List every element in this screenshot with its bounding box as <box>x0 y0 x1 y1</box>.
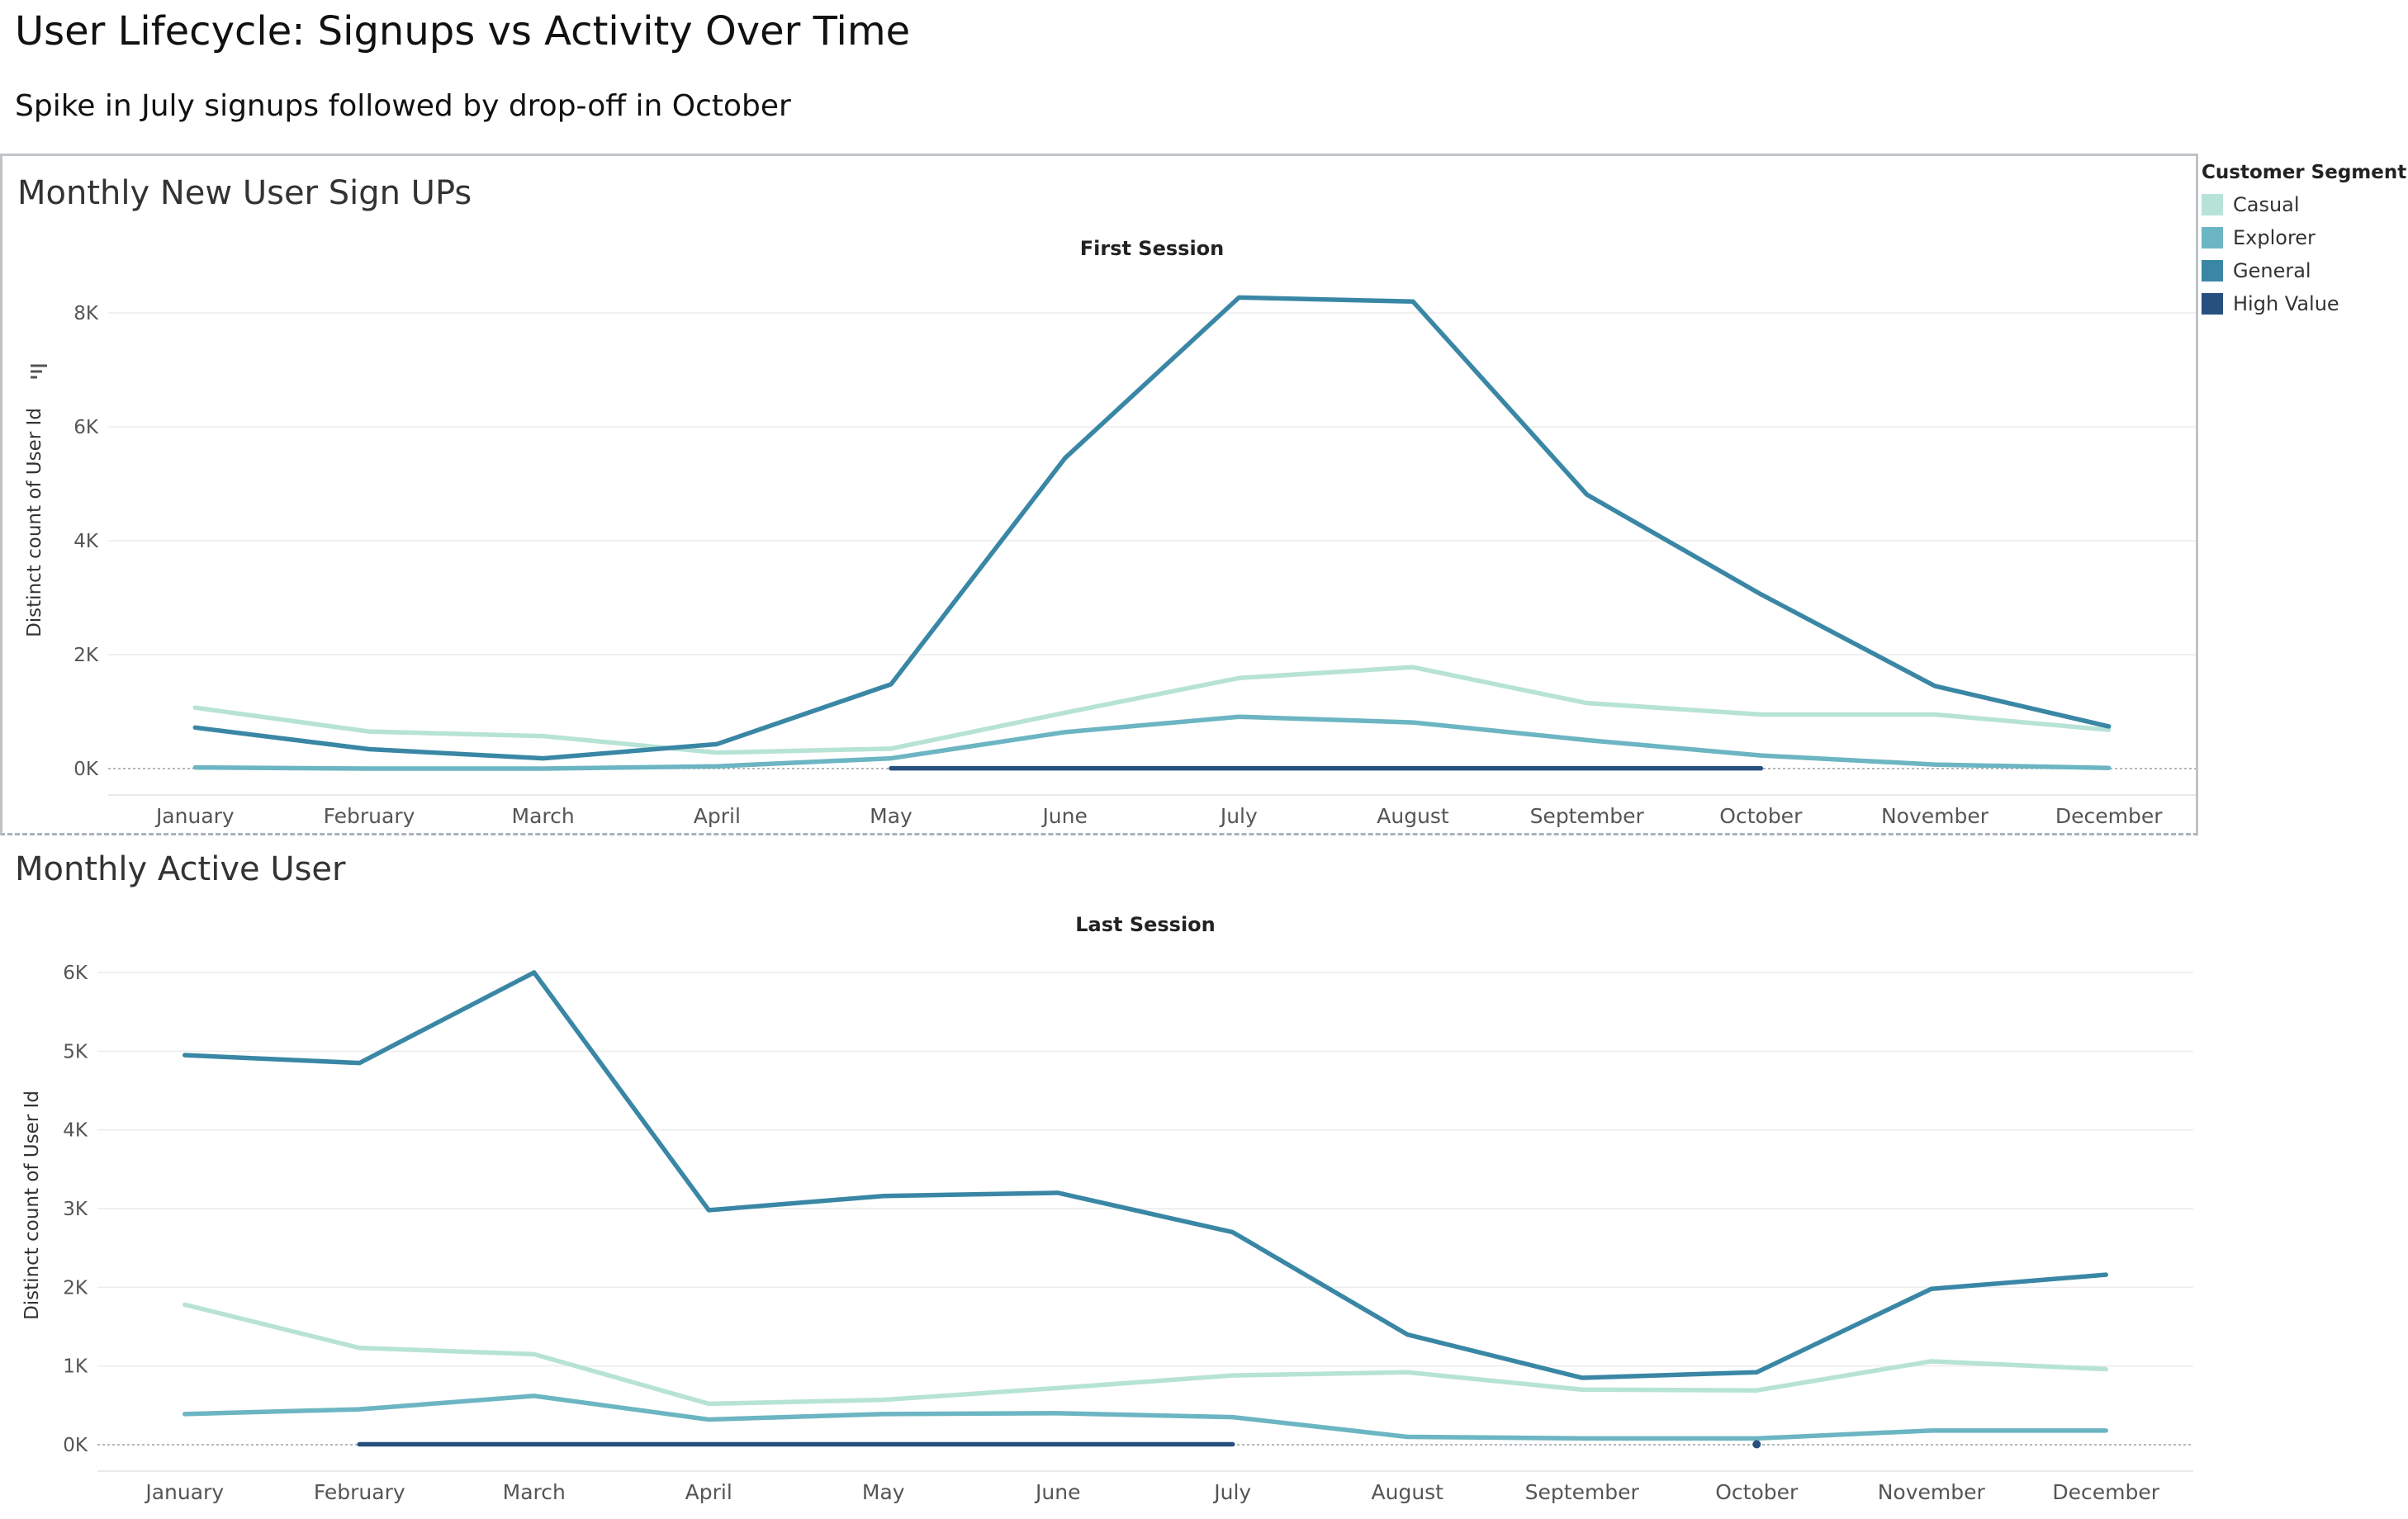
x-tick-label: July <box>1219 804 1258 828</box>
y-tick-label: 3K <box>63 1199 88 1220</box>
legend-swatch-high-value <box>2202 293 2223 315</box>
y-tick-label: 0K <box>73 759 99 780</box>
legend-item-general[interactable]: General <box>2202 254 2405 287</box>
signups-panel[interactable]: Monthly New User Sign UPs First Session 0… <box>0 154 2198 835</box>
x-tick-label: October <box>1719 804 1803 828</box>
legend-item-high-value[interactable]: High Value <box>2202 287 2405 320</box>
series-line-general[interactable] <box>192 295 2112 761</box>
x-tick-label: March <box>503 1480 566 1504</box>
x-tick-label: March <box>512 804 575 828</box>
series-line-casual[interactable] <box>182 1302 2108 1407</box>
x-tick-label: February <box>314 1480 405 1504</box>
series-line-casual[interactable] <box>192 665 2112 755</box>
series-line-general[interactable] <box>182 970 2108 1380</box>
y-tick-label: 2K <box>73 645 99 666</box>
x-tick-label: August <box>1377 804 1449 828</box>
series-line-explorer[interactable] <box>192 714 2112 771</box>
y-tick-label: 1K <box>63 1356 88 1378</box>
series-high-value[interactable] <box>357 1440 1761 1449</box>
x-tick-label: October <box>1715 1480 1799 1504</box>
x-tick-label: November <box>1878 1480 1986 1504</box>
legend-title: Customer Segment <box>2202 162 2407 183</box>
y-axis-label: Distinct count of User Id <box>24 408 45 637</box>
signups-line-chart[interactable]: First Session 0K 2K 4K 6K 8K Distinct count of… <box>2 156 2201 838</box>
signups-panel-title: Monthly New User Sign UPs <box>17 174 472 212</box>
series-casual[interactable] <box>182 1302 2108 1407</box>
x-tick-label: June <box>1034 1480 1080 1504</box>
series-general[interactable] <box>192 295 2112 761</box>
dashboard-subtitle: Spike in July signups followed by drop-o… <box>15 89 791 123</box>
x-tick-label: August <box>1372 1480 1444 1504</box>
legend-label-high-value: High Value <box>2233 292 2339 315</box>
y-tick-label: 6K <box>73 417 99 438</box>
series-explorer[interactable] <box>182 1394 2108 1441</box>
legend-item-casual[interactable]: Casual <box>2202 188 2405 221</box>
legend-item-explorer[interactable]: Explorer <box>2202 221 2405 254</box>
x-tick-label: May <box>870 804 912 828</box>
legend-swatch-casual <box>2202 194 2223 215</box>
y-axis-label: Distinct count of User Id <box>21 1091 43 1320</box>
active-panel-title: Monthly Active User <box>15 850 346 888</box>
y-tick-label: 6K <box>63 963 88 984</box>
chart-title: First Session <box>1080 237 1225 260</box>
customer-segment-legend[interactable]: Customer Segment Casual Explorer General… <box>2202 162 2407 320</box>
x-tick-label: April <box>685 1480 732 1504</box>
x-tick-label: June <box>1040 804 1087 828</box>
legend-swatch-general <box>2202 260 2223 282</box>
x-tick-label: July <box>1212 1480 1251 1504</box>
x-tick-label: February <box>324 804 415 828</box>
series-casual[interactable] <box>192 665 2112 755</box>
y-tick-label: 2K <box>63 1277 88 1299</box>
x-tick-label: November <box>1881 804 1989 828</box>
legend-swatch-explorer <box>2202 227 2223 248</box>
active-users-line-chart[interactable]: Last Session 0K 1K 2K 3K 4K 5K 6K Distinct count… <box>0 842 2198 1519</box>
y-tick-label: 8K <box>73 303 99 324</box>
legend-label-general: General <box>2233 259 2311 282</box>
x-tick-label: April <box>694 804 741 828</box>
chart-title: Last Session <box>1075 913 1216 936</box>
y-tick-label: 0K <box>63 1435 88 1456</box>
x-tick-label: December <box>2052 1480 2159 1504</box>
x-tick-label: January <box>144 1480 224 1504</box>
x-tick-label: September <box>1530 804 1645 828</box>
legend-label-explorer: Explorer <box>2233 226 2316 249</box>
x-tick-label: December <box>2055 804 2163 828</box>
x-tick-label: May <box>862 1480 905 1504</box>
dashboard-title: User Lifecycle: Signups vs Activity Over… <box>15 8 911 54</box>
series-explorer[interactable] <box>192 714 2112 771</box>
y-tick-label: 5K <box>63 1041 88 1062</box>
series-line-explorer[interactable] <box>182 1394 2108 1441</box>
y-tick-label: 4K <box>63 1120 88 1142</box>
data-point-high-value[interactable] <box>1752 1440 1761 1449</box>
series-general[interactable] <box>182 970 2108 1380</box>
x-tick-label: January <box>154 804 235 828</box>
x-tick-label: September <box>1525 1480 1640 1504</box>
y-tick-label: 4K <box>73 531 99 552</box>
active-panel[interactable]: Monthly Active User Last Session 0K 1K 2K 3K… <box>0 842 2198 1519</box>
sort-icon[interactable] <box>31 364 47 379</box>
legend-label-casual: Casual <box>2233 193 2300 216</box>
